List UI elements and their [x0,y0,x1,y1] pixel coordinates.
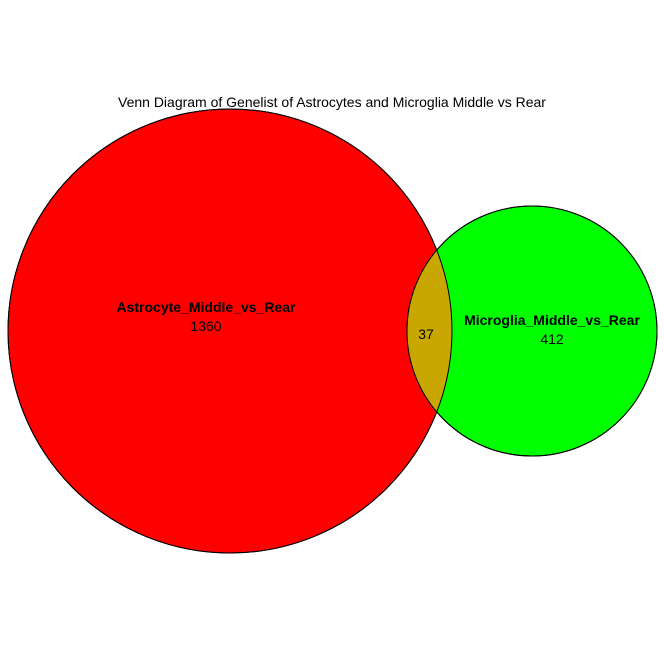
astrocyte-set-label: Astrocyte_Middle_vs_Rear [117,299,297,315]
microglia-set-outline [406,205,658,457]
microglia-set-label: Microglia_Middle_vs_Rear [464,312,640,328]
astrocyte-set-circle [7,108,453,554]
diagram-title: Venn Diagram of Genelist of Astrocytes a… [118,94,546,110]
astrocyte-only-count: 1360 [190,318,221,334]
astrocyte-set-outline [7,108,453,554]
intersection-count: 37 [418,326,434,342]
microglia-only-count: 412 [540,331,564,347]
